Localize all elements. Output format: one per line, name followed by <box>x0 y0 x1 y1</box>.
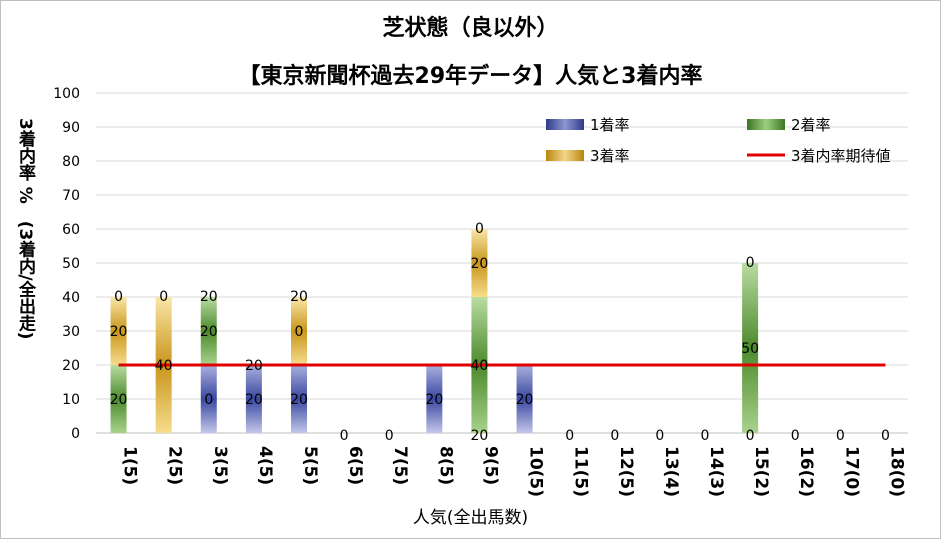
data-label: 20 <box>471 428 489 444</box>
x-tick-label: 4(5) <box>255 446 275 485</box>
data-label: 20 <box>200 324 218 340</box>
bars <box>110 229 759 433</box>
data-label: 20 <box>290 289 308 305</box>
legend: 1着率 2着率 3着率 3着内率期待値 <box>546 116 891 165</box>
data-label: 20 <box>425 392 443 408</box>
data-label: 0 <box>159 289 168 305</box>
y-tick-label: 70 <box>62 188 80 204</box>
bar-segment <box>245 365 262 433</box>
legend-label: 2着率 <box>791 116 831 134</box>
data-label: 20 <box>471 256 489 272</box>
x-tick-label: 13(4) <box>661 446 681 497</box>
x-tick-label: 17(0) <box>841 446 861 497</box>
data-label: 0 <box>881 428 890 444</box>
data-label: 0 <box>114 289 123 305</box>
data-label: 0 <box>610 428 619 444</box>
x-tick-label: 9(5) <box>480 446 500 485</box>
data-label: 50 <box>741 341 759 357</box>
legend-label: 3着内率期待値 <box>791 147 891 165</box>
y-tick-label: 40 <box>62 290 80 306</box>
x-tick-label: 8(5) <box>435 446 455 485</box>
gridlines <box>96 92 908 434</box>
data-label: 20 <box>290 392 308 408</box>
x-tick-label: 14(3) <box>706 446 726 497</box>
bar-segment <box>110 297 127 365</box>
y-tick-label: 50 <box>62 256 80 272</box>
data-label: 0 <box>385 428 394 444</box>
y-tick-labels: 0 10 20 30 40 50 60 70 80 90 100 <box>53 86 80 442</box>
x-tick-label: 16(2) <box>796 446 816 497</box>
data-label: 0 <box>836 428 845 444</box>
y-tick-label: 30 <box>62 324 80 340</box>
x-tick-label: 6(5) <box>345 446 365 485</box>
data-label: 0 <box>746 255 755 271</box>
bar-segment <box>291 297 307 365</box>
y-tick-label: 100 <box>53 86 80 102</box>
x-tick-label: 11(5) <box>571 446 591 497</box>
chart-title: 芝状態（良以外） <box>382 16 559 41</box>
data-label: 20 <box>110 324 128 340</box>
data-label: 0 <box>475 221 484 237</box>
x-tick-label: 18(0) <box>886 446 906 497</box>
legend-label: 1着率 <box>590 116 630 134</box>
bar-segment <box>471 229 488 297</box>
x-axis-label: 人気(全出馬数) <box>412 508 529 528</box>
bar-segment <box>516 365 533 433</box>
data-label: 40 <box>471 358 489 374</box>
y-tick-label: 60 <box>62 222 80 238</box>
legend-swatch <box>546 119 584 130</box>
bar-segment <box>742 263 759 433</box>
data-labels: 20 20 0 40 0 0 20 20 20 20 20 0 20 0 0 20 20 40 20 0 20 0 0 0 0 0… <box>110 221 890 444</box>
data-label: 20 <box>245 358 263 374</box>
bar-segment <box>200 297 217 365</box>
legend-swatch <box>747 119 785 130</box>
data-label: 20 <box>516 392 534 408</box>
y-tick-label: 20 <box>62 358 80 374</box>
bar-segment <box>291 365 307 433</box>
x-tick-label: 15(2) <box>751 446 771 497</box>
y-axis-label: 3着内率 % (3着内/全出走) <box>15 118 35 340</box>
bar-segment <box>200 365 217 433</box>
data-label: 0 <box>295 324 304 340</box>
data-label: 0 <box>701 428 710 444</box>
x-tick-label: 10(5) <box>526 446 546 497</box>
data-label: 0 <box>204 392 213 408</box>
legend-label: 3着率 <box>590 147 630 165</box>
data-label: 20 <box>200 289 218 305</box>
x-tick-label: 12(5) <box>616 446 636 497</box>
data-label: 40 <box>155 358 173 374</box>
data-label: 0 <box>565 428 574 444</box>
x-tick-label: 2(5) <box>165 446 185 485</box>
data-label: 0 <box>340 428 349 444</box>
data-label: 0 <box>655 428 664 444</box>
y-tick-label: 0 <box>71 426 80 442</box>
data-label: 0 <box>791 428 800 444</box>
x-tick-labels: 1(5) 2(5) 3(5) 4(5) 5(5) 6(5) 7(5) 8(5) 9(5) 10(5… <box>120 446 907 497</box>
chart-subtitle: 【東京新聞杯過去29年データ】人気と3着内率 <box>238 64 703 89</box>
data-label: 0 <box>746 428 755 444</box>
x-tick-label: 5(5) <box>300 446 320 485</box>
legend-swatch <box>546 150 584 161</box>
x-tick-label: 7(5) <box>390 446 410 485</box>
y-tick-label: 90 <box>62 120 80 136</box>
y-tick-label: 10 <box>62 392 80 408</box>
data-label: 20 <box>110 392 128 408</box>
bar-segment <box>426 365 443 433</box>
x-tick-label: 1(5) <box>120 446 140 485</box>
x-tick-label: 3(5) <box>210 446 230 485</box>
bar-segment <box>110 365 127 433</box>
y-tick-label: 80 <box>62 154 80 170</box>
data-label: 20 <box>245 392 263 408</box>
